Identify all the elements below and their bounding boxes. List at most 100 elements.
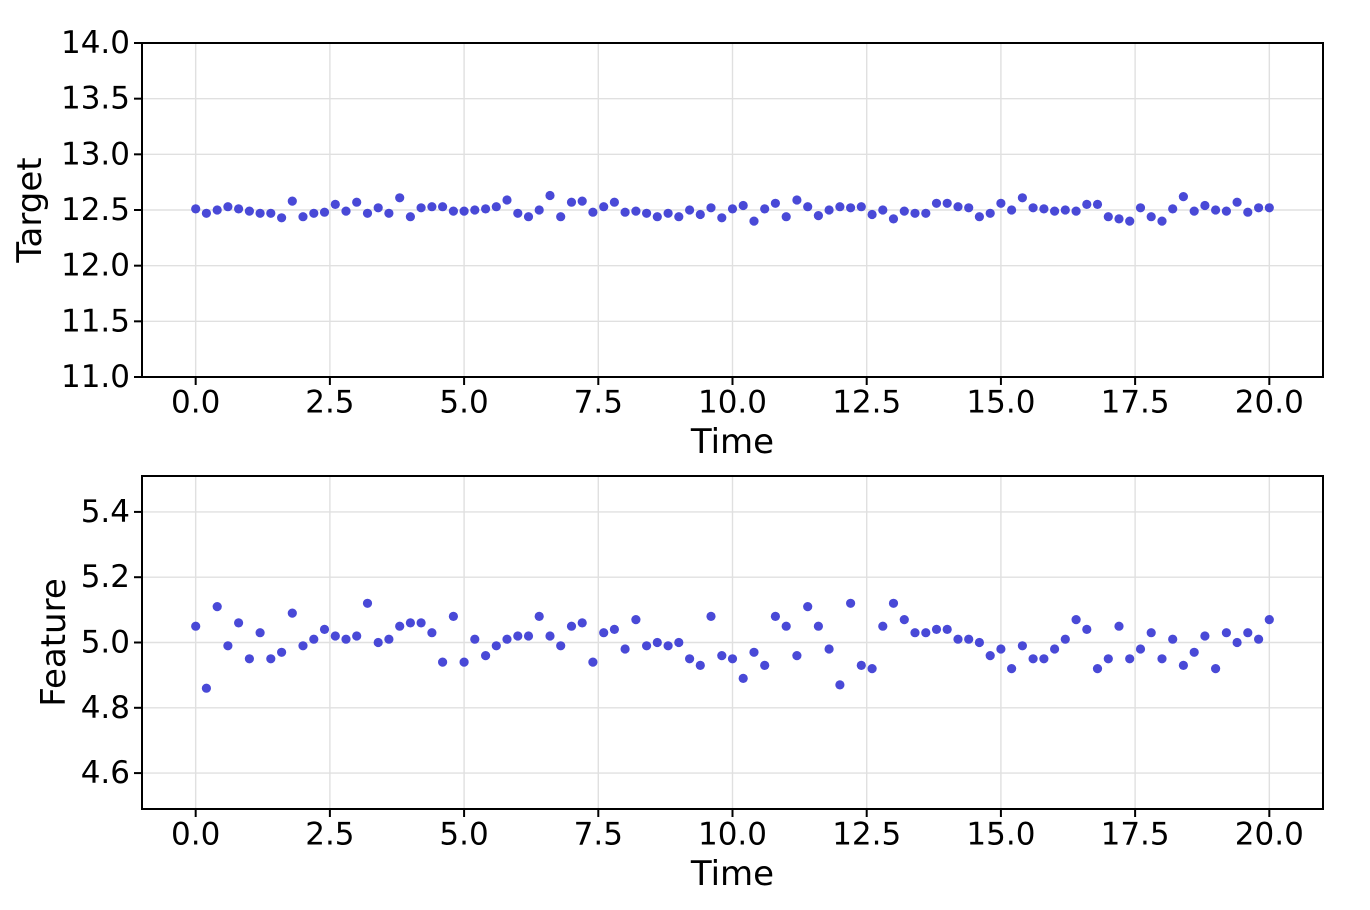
data-point <box>1211 664 1221 674</box>
data-point <box>319 624 330 635</box>
data-point <box>513 208 523 218</box>
data-point <box>910 628 920 638</box>
x-tick-label: 7.5 <box>574 816 623 852</box>
data-point <box>438 657 448 667</box>
data-point <box>1168 634 1178 644</box>
y-tick-label: 5.4 <box>81 494 130 530</box>
data-point <box>1189 647 1199 657</box>
data-point <box>223 202 233 212</box>
x-tick-label: 2.5 <box>305 816 354 852</box>
data-point <box>813 211 824 221</box>
x-tick-label: 17.5 <box>1101 384 1170 420</box>
data-point <box>481 204 491 214</box>
data-point <box>738 673 748 684</box>
y-tick-label: 11.0 <box>61 359 130 395</box>
data-point <box>1039 654 1049 664</box>
data-point <box>609 197 620 207</box>
data-point <box>1146 628 1156 638</box>
data-point <box>1264 615 1274 625</box>
data-point <box>1028 654 1038 664</box>
data-point <box>545 190 555 201</box>
data-point <box>663 208 673 218</box>
data-point <box>727 654 738 664</box>
data-point <box>1200 631 1210 641</box>
data-point <box>1146 212 1156 222</box>
data-point <box>1178 660 1188 671</box>
y-tick-label: 13.0 <box>61 136 130 172</box>
x-axis-label: Time <box>690 854 774 894</box>
data-point <box>996 198 1006 208</box>
data-point <box>706 203 716 213</box>
x-tick-label: 2.5 <box>305 384 354 420</box>
data-point <box>1082 624 1092 635</box>
data-point <box>277 213 287 223</box>
data-point <box>770 198 781 208</box>
data-point <box>309 208 319 218</box>
data-point <box>620 644 630 654</box>
data-point <box>566 197 577 207</box>
data-point <box>599 628 609 638</box>
data-point <box>502 634 512 644</box>
data-point <box>717 213 727 223</box>
data-point <box>792 651 802 661</box>
data-point <box>910 208 920 218</box>
data-point <box>931 198 942 208</box>
data-point <box>234 618 244 628</box>
data-point <box>459 657 469 667</box>
data-point <box>244 206 254 216</box>
data-point <box>1092 199 1103 209</box>
x-tick-label: 0.0 <box>171 384 220 420</box>
data-point <box>287 196 297 206</box>
data-point <box>341 634 351 644</box>
data-point <box>384 208 394 218</box>
data-point <box>1092 664 1103 674</box>
data-point <box>362 598 373 608</box>
data-point <box>1114 214 1124 224</box>
data-point <box>1039 204 1049 214</box>
data-point <box>212 602 222 612</box>
data-point <box>395 621 405 631</box>
data-point <box>255 628 265 638</box>
data-point <box>888 598 899 608</box>
data-point <box>835 202 845 212</box>
data-point <box>266 208 276 218</box>
y-tick-label: 5.0 <box>81 625 130 661</box>
data-point <box>255 208 265 218</box>
data-point <box>373 203 383 213</box>
data-point <box>448 206 458 216</box>
data-point <box>545 631 555 641</box>
data-point <box>523 631 534 641</box>
x-tick-label: 15.0 <box>966 384 1035 420</box>
data-point <box>201 683 211 693</box>
data-point <box>330 199 340 209</box>
x-tick-label: 17.5 <box>1101 816 1170 852</box>
data-point <box>191 621 201 631</box>
data-point <box>760 204 770 214</box>
x-tick-label: 10.0 <box>698 816 767 852</box>
data-point <box>652 212 662 222</box>
data-point <box>856 660 866 671</box>
data-point <box>491 641 501 651</box>
data-point <box>867 664 877 674</box>
data-point <box>1135 203 1146 213</box>
data-point <box>1254 203 1264 213</box>
data-point <box>1211 205 1221 215</box>
data-point <box>599 202 609 212</box>
data-point <box>1232 197 1242 207</box>
data-point <box>727 204 738 214</box>
data-point <box>770 611 781 622</box>
x-tick-label: 10.0 <box>698 384 767 420</box>
data-point <box>298 212 308 222</box>
data-point <box>352 197 362 207</box>
data-point <box>534 611 544 622</box>
data-point <box>1168 204 1178 214</box>
data-point <box>1189 206 1199 216</box>
data-point <box>985 651 995 661</box>
data-point <box>1007 205 1017 215</box>
data-point <box>1135 644 1146 654</box>
data-point <box>878 621 888 631</box>
data-point <box>1103 654 1113 664</box>
data-point <box>234 204 244 214</box>
data-point <box>663 641 673 651</box>
